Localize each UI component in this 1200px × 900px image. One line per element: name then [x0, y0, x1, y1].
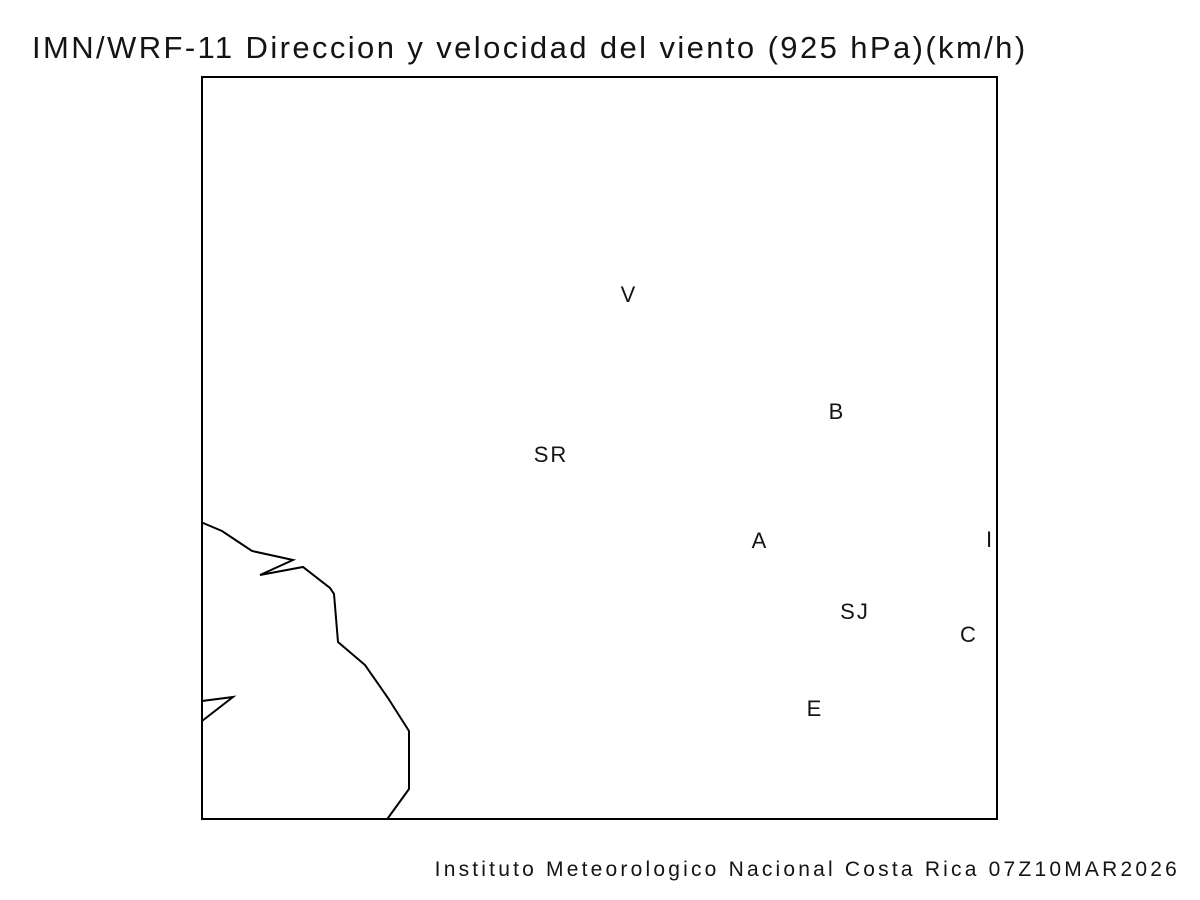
station-label-i: I — [985, 527, 995, 552]
map-frame — [201, 76, 998, 820]
station-label-a: A — [751, 528, 769, 553]
coastline-pacific-coast-segment — [202, 522, 410, 819]
station-label-e: E — [806, 696, 824, 721]
station-label-v: V — [620, 282, 638, 307]
station-label-c: C — [960, 622, 978, 647]
coastline-inlet-segment — [201, 695, 237, 722]
station-label-b: B — [828, 399, 846, 424]
station-label-sr: SR — [533, 442, 569, 467]
footer-credit: Instituto Meteorologico Nacional Costa R… — [434, 858, 1180, 881]
page-title: IMN/WRF-11 Direccion y velocidad del vie… — [32, 30, 1028, 65]
station-label-sj: SJ — [840, 599, 870, 624]
